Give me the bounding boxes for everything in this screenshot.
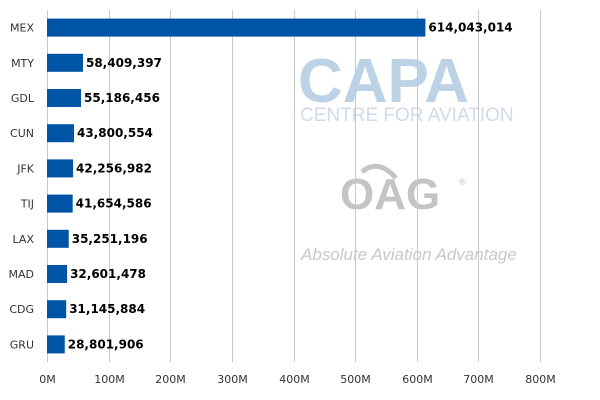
oag-tagline-watermark: Absolute Aviation Advantage bbox=[300, 245, 517, 264]
data-label: 32,601,478 bbox=[70, 267, 146, 281]
data-label: 28,801,906 bbox=[68, 337, 144, 351]
x-tick-label: 0M bbox=[39, 373, 56, 386]
bar-gru bbox=[47, 335, 65, 354]
category-label: TIJ bbox=[20, 198, 34, 211]
x-tick-label: 300M bbox=[217, 373, 248, 386]
data-label: 58,409,397 bbox=[86, 56, 162, 70]
category-label: GRU bbox=[10, 338, 34, 351]
bar-mty bbox=[47, 53, 83, 72]
watermark: CAPA CENTRE FOR AVIATION OAG ® Absolute … bbox=[298, 47, 517, 264]
centre-for-aviation-watermark: CENTRE FOR AVIATION bbox=[300, 105, 514, 126]
data-label: 35,251,196 bbox=[72, 232, 148, 246]
category-label: CDG bbox=[9, 303, 34, 316]
data-label: 55,186,456 bbox=[84, 91, 160, 105]
gridlines bbox=[47, 10, 541, 362]
bar-jfk bbox=[47, 159, 74, 178]
bar-cun bbox=[47, 124, 74, 143]
data-label: 614,043,014 bbox=[428, 21, 512, 35]
category-label: LAX bbox=[13, 233, 35, 246]
category-label: CUN bbox=[10, 127, 34, 140]
data-label: 42,256,982 bbox=[76, 161, 152, 175]
category-label: MAD bbox=[9, 268, 35, 281]
oag-registered-mark: ® bbox=[459, 177, 466, 187]
category-label: MEX bbox=[10, 22, 34, 35]
bars bbox=[47, 18, 426, 354]
bar-cdg bbox=[47, 300, 67, 319]
data-label: 41,654,586 bbox=[76, 197, 152, 211]
x-tick-label: 200M bbox=[155, 373, 186, 386]
capa-watermark: CAPA bbox=[298, 47, 469, 116]
oag-swoosh-icon bbox=[360, 163, 398, 180]
x-tick-label: 400M bbox=[279, 373, 310, 386]
x-tick-label: 600M bbox=[402, 373, 433, 386]
oag-watermark: OAG bbox=[340, 170, 440, 219]
category-label: GDL bbox=[11, 92, 35, 105]
x-tick-label: 100M bbox=[94, 373, 125, 386]
x-tick-label: 700M bbox=[463, 373, 494, 386]
bar-lax bbox=[47, 229, 69, 248]
x-axis-ticks: 0M 100M 200M 300M 400M 500M 600M 700M 800M bbox=[39, 373, 556, 386]
bar-tij bbox=[47, 194, 73, 213]
x-tick-label: 500M bbox=[340, 373, 371, 386]
bar-mad bbox=[47, 265, 68, 283]
category-labels: MEX MTY GDL CUN JFK TIJ LAX MAD CDG GRU bbox=[9, 22, 35, 352]
category-label: MTY bbox=[11, 57, 34, 70]
data-labels: 614,043,014 58,409,397 55,186,456 43,800,55… bbox=[68, 21, 513, 352]
data-label: 31,145,884 bbox=[69, 302, 145, 316]
category-label: JFK bbox=[16, 162, 35, 175]
bar-gdl bbox=[47, 89, 82, 107]
data-label: 43,800,554 bbox=[77, 126, 153, 140]
bar-mex bbox=[47, 18, 426, 37]
x-tick-label: 800M bbox=[525, 373, 556, 386]
